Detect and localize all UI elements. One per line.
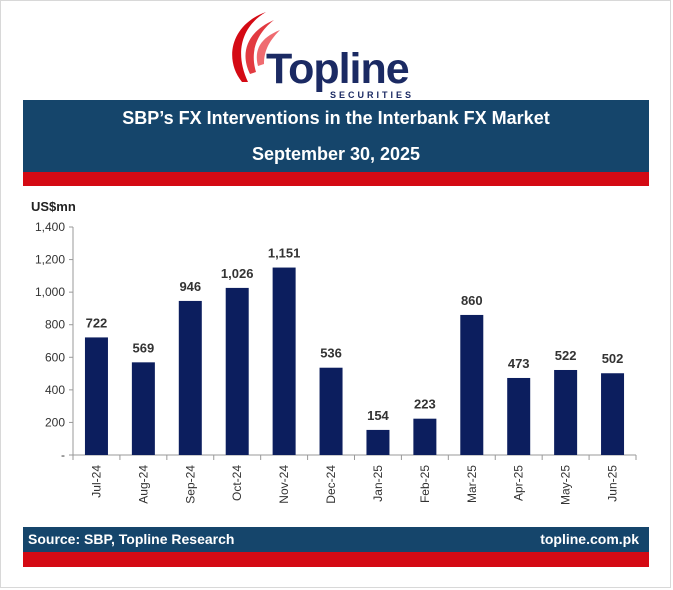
chart-date: September 30, 2025	[251, 144, 421, 164]
data-label: 1,026	[221, 266, 254, 281]
logo-tagline: SECURITIES	[330, 90, 415, 100]
bar-jan-25	[366, 429, 390, 455]
website-link[interactable]: topline.com.pk	[540, 531, 639, 547]
bar-jul-24	[84, 337, 108, 455]
x-tick-label: Dec-24	[324, 465, 338, 504]
data-label: 536	[320, 346, 342, 361]
x-tick-label: Aug-24	[136, 465, 150, 504]
y-tick-label: 1,200	[35, 253, 65, 267]
x-tick-label: Jan-25	[371, 465, 385, 502]
x-tick-label: Nov-24	[277, 465, 291, 504]
footer-red-stripe	[23, 552, 649, 567]
bar-mar-25	[460, 314, 484, 455]
data-label: 154	[367, 408, 389, 423]
logo-wordmark: Topline	[266, 45, 410, 93]
x-tick-label: Oct-24	[230, 465, 244, 501]
bar-dec-24	[319, 367, 343, 455]
bar-sep-24	[178, 300, 202, 455]
bar-jun-25	[601, 373, 625, 455]
data-label: 502	[602, 351, 624, 366]
x-tick-label: Jul-24	[89, 465, 103, 498]
bar-apr-25	[507, 377, 531, 455]
y-tick-label: 600	[45, 350, 65, 364]
topline-logo: Topline SECURITIES	[222, 10, 432, 100]
y-tick-label: 200	[45, 415, 65, 429]
source-note: Source: SBP, Topline Research	[28, 531, 235, 547]
data-label: 223	[414, 397, 436, 412]
y-tick-label: 400	[45, 383, 65, 397]
logo-swoosh-icon	[232, 12, 280, 82]
bar-may-25	[554, 369, 578, 455]
x-tick-label: May-25	[559, 465, 573, 505]
data-label: 522	[555, 348, 577, 363]
banner-red-stripe	[23, 172, 649, 186]
x-tick-label: Sep-24	[183, 465, 197, 504]
y-tick-label: -	[61, 448, 65, 462]
y-tick-label: 1,400	[35, 220, 65, 234]
x-tick-label: Apr-25	[512, 465, 526, 501]
x-tick-label: Jun-25	[606, 465, 620, 502]
y-tick-label: 1,000	[35, 285, 65, 299]
data-label: 722	[86, 315, 108, 330]
data-label: 946	[179, 279, 201, 294]
x-tick-label: Mar-25	[465, 465, 479, 503]
y-axis-unit: US$mn	[31, 199, 76, 214]
title-banner: SBP’s FX Interventions in the Interbank …	[23, 100, 649, 172]
bar-oct-24	[225, 287, 249, 455]
data-label: 1,151	[268, 246, 301, 261]
bar-feb-25	[413, 418, 437, 455]
x-tick-label: Feb-25	[418, 465, 432, 503]
data-label: 860	[461, 293, 483, 308]
data-label: 569	[133, 340, 155, 355]
data-label: 473	[508, 356, 530, 371]
y-tick-label: 800	[45, 318, 65, 332]
bar-aug-24	[131, 362, 155, 455]
footer-bar: Source: SBP, Topline Research topline.co…	[23, 527, 649, 552]
chart-title: SBP’s FX Interventions in the Interbank …	[122, 108, 550, 128]
bar-nov-24	[272, 267, 296, 455]
